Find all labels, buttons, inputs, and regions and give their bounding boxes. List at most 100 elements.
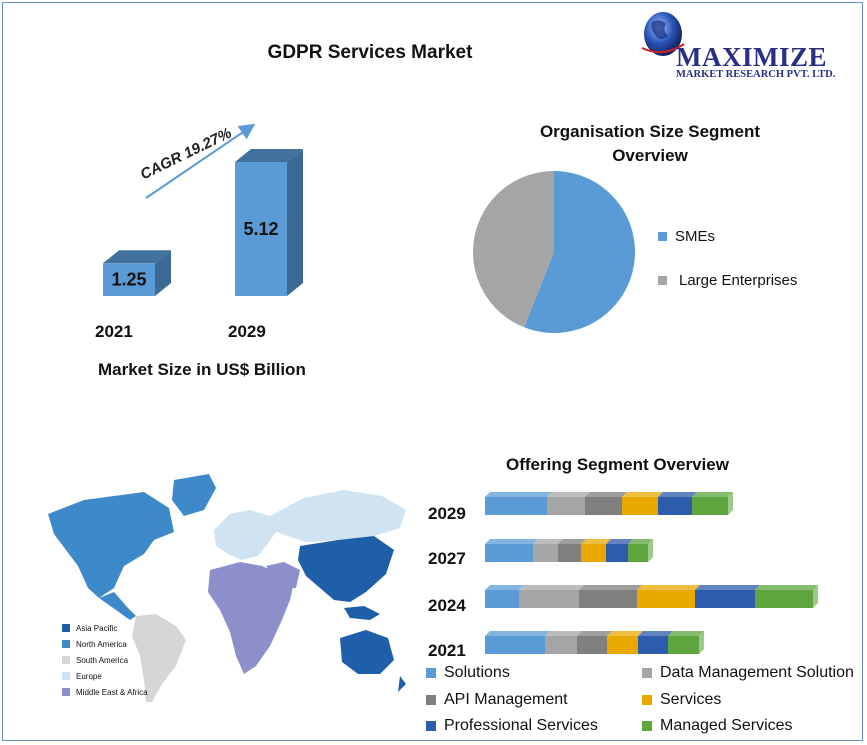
offering-legend-label: API Management: [444, 691, 568, 708]
legend-swatch: [642, 668, 652, 678]
cagr-arrow: [145, 123, 256, 199]
stack-segment-solutions: [485, 636, 545, 654]
offering-legend-item: Solutions: [426, 664, 510, 682]
page-title: GDPR Services Market: [267, 42, 473, 63]
bar-top: [103, 250, 171, 264]
stack-segment-data-management-solution: [519, 590, 579, 608]
stack-top: [547, 492, 590, 497]
australia-shape: [340, 630, 394, 674]
bar-value-label: 5.12: [243, 219, 278, 239]
asia-pacific-shape: [298, 536, 394, 602]
pie-legend-item: Large Enterprises: [658, 270, 797, 290]
pie-legend: SMEs Large Enterprises: [658, 226, 797, 290]
stack-top: [577, 631, 612, 636]
north-america-shape: [48, 492, 174, 598]
bar-top: [235, 149, 303, 162]
stack-top: [628, 539, 653, 544]
offering-legend-item: Professional Services: [426, 717, 598, 735]
offering-legend-item: Managed Services: [642, 717, 793, 735]
stack-segment-data-management-solution: [545, 636, 577, 654]
bar-category-2029: 2029: [228, 322, 266, 341]
bar-category-2021: 2021: [95, 322, 133, 341]
pie-legend-item: SMEs: [658, 226, 797, 246]
logo: MAXIMIZE MARKET RESEARCH PVT. LTD.: [636, 8, 862, 86]
legend-swatch: [62, 640, 70, 648]
legend-swatch: [62, 656, 70, 664]
map-legend-item: Middle East & Africa: [62, 684, 148, 700]
stack-top: [585, 492, 627, 497]
logo-name: MAXIMIZE: [676, 42, 827, 72]
map-legend-item: Asia Pacific: [62, 620, 148, 636]
stack-top: [579, 585, 642, 590]
offering-legend-item: Services: [642, 691, 721, 709]
stack-segment-services: [581, 544, 606, 562]
pie-title-line-2: Overview: [612, 146, 688, 165]
stack-top: [658, 492, 697, 497]
stack-top: [558, 539, 586, 544]
middle-east-shape: [266, 562, 300, 588]
bar-2029: [235, 162, 287, 296]
stack-segment-managed-services: [755, 590, 813, 608]
stack-top: [638, 631, 673, 636]
map-legend-label: Asia Pacific: [76, 623, 118, 633]
stack-top: [668, 631, 704, 636]
stack-top: [545, 631, 582, 636]
stack-top: [581, 539, 611, 544]
stack-segment-solutions: [485, 590, 519, 608]
stack-top: [607, 631, 643, 636]
bar-2021: [103, 263, 155, 296]
offering-category-2021: 2021: [428, 641, 466, 660]
map-legend-label: North America: [76, 639, 127, 649]
map-legend-label: Middle East & Africa: [76, 687, 148, 697]
map-legend-item: North America: [62, 636, 148, 652]
pie-legend-label: SMEs: [675, 227, 716, 245]
stack-top: [606, 539, 633, 544]
indonesia-shape: [344, 606, 380, 620]
legend-swatch: [426, 721, 436, 731]
stack-segment-services: [607, 636, 638, 654]
offering-legend-label: Professional Services: [444, 717, 598, 734]
stack-top: [485, 631, 550, 636]
world-map: [48, 474, 406, 702]
legend-swatch: [62, 624, 70, 632]
offering-category-2024: 2024: [428, 596, 466, 615]
offering-legend-label: Services: [660, 691, 722, 708]
stack-top: [485, 585, 524, 590]
globe-icon: [641, 12, 685, 56]
stack-side: [699, 631, 704, 654]
stack-side: [648, 539, 653, 562]
offering-legend-label: Data Management Solution: [660, 664, 854, 681]
bar-side: [287, 149, 303, 296]
stack-segment-api-management: [585, 497, 622, 515]
stack-segment-professional-services: [638, 636, 668, 654]
legend-swatch: [658, 231, 667, 241]
legend-swatch: [642, 695, 652, 705]
south-america-shape: [132, 614, 186, 702]
offering-legend-item: Data Management Solution: [642, 664, 854, 682]
stack-segment-professional-services: [606, 544, 628, 562]
organisation-size-pie: [473, 171, 635, 333]
map-legend-item: Europe: [62, 668, 148, 684]
stack-side: [728, 492, 733, 515]
stack-segment-solutions: [485, 497, 547, 515]
stack-segment-managed-services: [628, 544, 648, 562]
bar-side: [155, 250, 171, 296]
map-legend-label: South America: [76, 655, 129, 665]
stack-segment-managed-services: [692, 497, 728, 515]
new-zealand-shape: [398, 676, 406, 692]
stack-segment-api-management: [558, 544, 581, 562]
offering-stacked-chart: [485, 492, 818, 654]
map-legend-label: Europe: [76, 671, 102, 681]
stack-top: [519, 585, 584, 590]
map-legend: Asia Pacific North America South America Eu…: [62, 620, 148, 700]
pie-slice-smes: [524, 171, 635, 333]
stack-segment-data-management-solution: [533, 544, 558, 562]
stack-segment-services: [637, 590, 695, 608]
greenland-shape: [172, 474, 216, 516]
offering-legend-item: API Management: [426, 691, 568, 709]
europe-shape: [214, 510, 276, 560]
offering-title: Offering Segment Overview: [506, 455, 729, 474]
legend-swatch: [62, 688, 70, 696]
legend-swatch: [642, 721, 652, 731]
stack-top: [485, 539, 538, 544]
